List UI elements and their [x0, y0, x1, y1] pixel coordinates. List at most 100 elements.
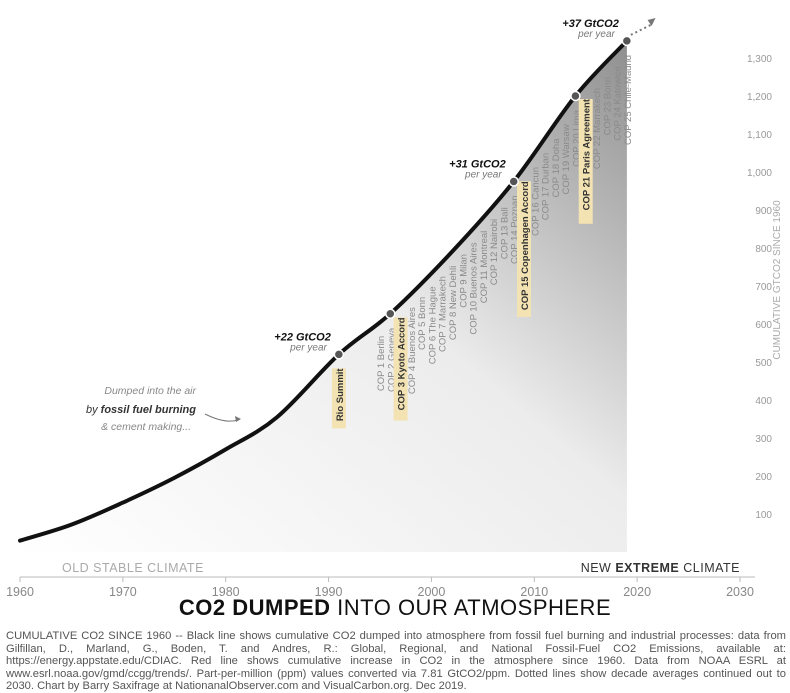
event-text: COP 21 Paris Agreement: [582, 98, 593, 210]
chart-title: CO2 DUMPED INTO OUR ATMOSPHERE: [0, 595, 790, 621]
event-text: COP 5 Bonn: [417, 297, 428, 350]
emission-rate-label: +37 GtCO2: [562, 18, 619, 30]
event-label-15: COP 15 Copenhagen Accord: [517, 181, 531, 317]
event-label-2: COP 2 Geneva: [386, 327, 397, 392]
chart-title-bold: CO2 DUMPED: [178, 595, 331, 620]
emission-rate-label: +31 GtCO2: [449, 159, 506, 171]
co2-chart: Rio Summit COP 1 Berlin COP 2 Geneva COP 3 …: [6, 18, 783, 599]
y-tick-label: 100: [755, 510, 772, 521]
new-climate-label: NEW EXTREME CLIMATE: [581, 561, 740, 575]
event-text: COP 9 Milan: [458, 254, 469, 308]
x-tick-label: 1990: [315, 585, 343, 599]
x-tick-label: 1980: [212, 585, 240, 599]
event-label-11: COP 11 Montreal: [479, 231, 490, 304]
continuation-arrowhead: [647, 18, 656, 26]
milestone-dot: [385, 308, 396, 319]
y-tick-label: 400: [755, 396, 772, 407]
milestone-dot: [333, 349, 345, 360]
event-text: COP 10 Buenos Aires: [469, 242, 480, 334]
dumped-annotation-line1: Dumped into the air: [104, 385, 196, 397]
y-tick-label: 600: [755, 320, 772, 331]
x-tick-label: 1970: [109, 585, 137, 599]
event-label-19: COP 19 Warsaw: [561, 124, 572, 194]
event-label-3: COP 3 Kyoto Accord: [393, 317, 408, 421]
milestone-dot: [621, 35, 633, 47]
y-tick-label: 800: [755, 244, 772, 255]
event-label-14: COP 14 Poznan: [510, 196, 521, 264]
event-text: COP 13 Bali: [499, 207, 510, 259]
chart-caption: CUMULATIVE CO2 SINCE 1960 -- Black line …: [6, 630, 786, 692]
event-text: COP 1 Berlin: [376, 336, 387, 391]
event-text: COP 14 Poznan: [510, 196, 521, 264]
event-label-22: COP 22 Marrakech: [592, 88, 603, 169]
event-text: COP 4 Buenos Aires: [407, 307, 418, 394]
event-text: COP 19 Warsaw: [561, 124, 572, 194]
event-text: COP 18 Doha: [551, 138, 562, 198]
event-highlight: [578, 99, 593, 224]
dumped-annotation-line2: by fossil fuel burning: [86, 404, 196, 416]
event-label-5: COP 5 Bonn: [417, 297, 428, 350]
event-label-18: COP 18 Doha: [551, 138, 562, 198]
y-tick-label: 500: [755, 358, 772, 369]
emission-rate-label: +22 GtCO2: [274, 331, 331, 343]
event-text: COP 12 Nairobi: [489, 219, 500, 285]
event-label-21: COP 21 Paris Agreement: [578, 98, 593, 224]
event-text: Rio Summit: [335, 368, 346, 422]
event-highlight: [393, 317, 408, 421]
y-tick-label: 1,300: [747, 54, 772, 65]
annotation-arrow: [204, 413, 239, 422]
event-label-17: COP 17 Durban: [541, 153, 552, 220]
event-text: COP 24 Katowice: [613, 66, 624, 141]
y-tick-label: 300: [755, 434, 772, 445]
dumped-annotation-line3: & cement making...: [101, 421, 191, 433]
event-text: COP 25 Chile-Madrid: [623, 55, 634, 145]
annotation-arrowhead: [235, 416, 241, 422]
event-text: COP 17 Durban: [541, 153, 552, 220]
y-tick-label: 700: [755, 282, 772, 293]
new-suffix: CLIMATE: [679, 561, 740, 575]
event-text: COP 2 Geneva: [386, 327, 397, 392]
event-label-13: COP 13 Bali: [499, 207, 510, 259]
per-year-label: per year: [289, 342, 327, 353]
y-tick-label: 1,100: [747, 130, 772, 141]
y-tick-label: 200: [755, 472, 772, 483]
event-label-8: COP 8 New Dehli: [448, 266, 459, 340]
event-label-16: COP 16 Cancun: [530, 167, 541, 236]
event-label-12: COP 12 Nairobi: [489, 219, 500, 285]
event-label-9: COP 9 Milan: [458, 254, 469, 308]
chart-title-rest: INTO OUR ATMOSPHERE: [330, 595, 612, 620]
x-tick-label: 2010: [520, 585, 548, 599]
filled-area: [20, 40, 627, 553]
event-label-25: COP 25 Chile-Madrid: [623, 55, 634, 145]
new-prefix: NEW: [581, 561, 616, 575]
event-text: COP 6 The Hague: [427, 286, 438, 364]
event-label-6: COP 6 The Hague: [427, 286, 438, 364]
event-text: COP 8 New Dehli: [448, 266, 459, 340]
y-tick-label: 1,000: [747, 168, 772, 179]
dumped-by: by: [86, 404, 101, 416]
milestone-dot: [508, 176, 519, 187]
event-highlight: [517, 181, 531, 317]
event-label-24: COP 24 Katowice: [613, 66, 624, 141]
event-text: COP 15 Copenhagen Accord: [520, 181, 531, 310]
y-tick-label: 1,200: [747, 92, 772, 103]
event-label-10: COP 10 Buenos Aires: [469, 242, 480, 334]
dumped-bold: fossil fuel burning: [101, 404, 197, 416]
old-climate-label: OLD STABLE CLIMATE: [62, 561, 204, 575]
event-text: COP 7 Marrakech: [438, 276, 449, 352]
event-text: COP 3 Kyoto Accord: [397, 317, 408, 410]
event-text: COP 20 Lima: [571, 109, 582, 167]
y-axis-label: CUMULATIVE GTCO2 SINCE 1960: [772, 200, 783, 360]
event-label-1: COP 1 Berlin: [376, 336, 387, 391]
event-text: COP 23 Bonn: [602, 77, 613, 135]
per-year-label: per year: [577, 29, 615, 40]
event-label-7: COP 7 Marrakech: [438, 276, 449, 352]
x-tick-label: 1960: [6, 585, 34, 599]
event-text: COP 11 Montreal: [479, 231, 490, 304]
event-highlight: [331, 368, 346, 429]
event-label-23: COP 23 Bonn: [602, 77, 613, 135]
event-text: COP 16 Cancun: [530, 167, 541, 236]
milestone-dot: [570, 90, 581, 102]
event-label-4: COP 4 Buenos Aires: [407, 307, 418, 394]
